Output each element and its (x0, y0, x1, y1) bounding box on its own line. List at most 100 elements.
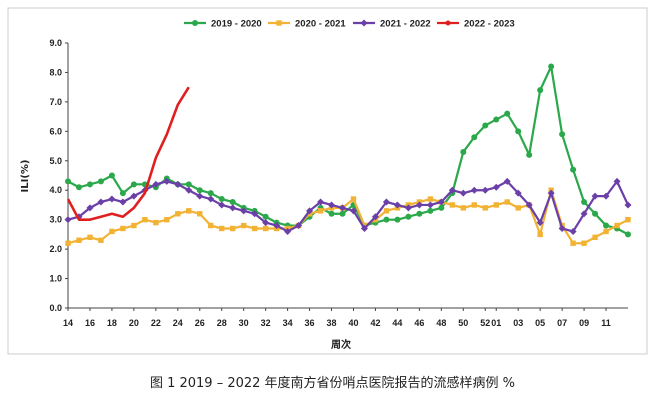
y-tick-label: 8.0 (49, 67, 62, 77)
data-point (350, 196, 357, 202)
data-point (175, 211, 181, 217)
data-point (504, 110, 511, 117)
data-point (591, 192, 599, 200)
data-point (207, 190, 214, 197)
data-point (581, 199, 588, 205)
data-point (98, 237, 104, 243)
x-tick-label: 22 (151, 318, 161, 328)
data-point (197, 211, 203, 217)
data-point (427, 196, 434, 202)
series-layer (64, 63, 632, 246)
series-4 (66, 86, 190, 221)
data-point (404, 204, 412, 212)
x-tick-label: 18 (107, 318, 117, 328)
x-tick-label: 24 (173, 318, 183, 328)
legend-swatch-marker (276, 20, 282, 26)
legend-label: 2022 - 2023 (464, 19, 515, 30)
x-tick-label: 42 (370, 318, 380, 328)
x-tick-label: 30 (239, 318, 249, 328)
data-point (415, 201, 423, 209)
data-point (119, 198, 127, 206)
data-point (75, 184, 82, 191)
data-point (349, 207, 357, 215)
y-tick-label: 3.0 (49, 215, 62, 225)
y-tick-label: 6.0 (49, 126, 62, 136)
axes: 0.0 1.0 2.0 3.0 4.0 5.0 6.0 7.0 8.0 9.0 14 16 18 20 22… (49, 38, 628, 328)
legend-entry: 2019 - 2020 (184, 19, 262, 30)
data-point (163, 177, 171, 185)
series-3 (64, 177, 632, 235)
data-point (230, 225, 236, 232)
data-point (471, 134, 478, 141)
data-point (65, 240, 71, 246)
data-point (537, 231, 543, 238)
x-tick-label: 26 (195, 318, 205, 328)
x-tick-label: 20 (129, 318, 139, 328)
data-point (262, 225, 269, 232)
data-point (371, 213, 379, 221)
legend-entry: 2022 - 2023 (437, 19, 515, 30)
data-point (131, 222, 137, 229)
data-point (383, 216, 390, 223)
data-point (613, 177, 621, 185)
data-point (119, 190, 126, 197)
data-point (317, 198, 325, 206)
data-point (603, 222, 610, 229)
y-tick-label: 1.0 (49, 274, 62, 284)
x-tick-label: 36 (305, 318, 315, 328)
data-point (459, 189, 467, 197)
data-point (218, 201, 226, 209)
data-point (208, 222, 214, 229)
x-tick-label: 09 (579, 318, 589, 328)
data-point (108, 195, 116, 203)
data-point (153, 219, 159, 226)
x-tick-label: 16 (85, 318, 95, 328)
data-point (97, 178, 104, 185)
x-tick-label: 38 (327, 318, 337, 328)
data-point (603, 228, 609, 235)
data-point (142, 216, 148, 223)
x-tick-label: 07 (557, 318, 567, 328)
data-point (339, 210, 346, 217)
data-point (262, 219, 270, 227)
data-point (196, 187, 203, 194)
data-point (251, 210, 259, 218)
data-point (569, 227, 577, 235)
x-axis-label: 周次 (331, 338, 351, 351)
data-point (592, 234, 598, 241)
data-point (317, 208, 324, 214)
data-point (581, 240, 587, 246)
legend-entry: 2020 - 2021 (268, 19, 346, 30)
y-tick-label: 4.0 (49, 185, 62, 195)
data-point (262, 213, 269, 220)
data-point (503, 177, 511, 185)
data-point (526, 151, 533, 158)
data-point (109, 228, 115, 235)
y-tick-label: 7.0 (49, 97, 62, 107)
data-point (219, 225, 225, 232)
figure-caption: 图 1 2019 – 2022 年度南方省份哨点医院报告的流感样病例 % (149, 376, 516, 391)
x-tick-label: 48 (436, 318, 446, 328)
y-axis-label: ILI(%) (20, 160, 31, 193)
data-point (65, 178, 71, 185)
data-point (558, 225, 566, 232)
data-point (515, 128, 522, 135)
x-tick-label: 14 (63, 318, 73, 328)
data-point (559, 131, 566, 138)
data-point (405, 213, 412, 220)
data-point (460, 205, 466, 211)
data-point (448, 186, 456, 194)
y-tick-label: 2.0 (49, 244, 62, 254)
data-point (185, 181, 192, 188)
data-point (164, 216, 170, 223)
x-tick-label: 11 (601, 318, 611, 328)
x-tick-label: 05 (535, 318, 545, 328)
data-point (394, 216, 401, 223)
data-point (251, 225, 258, 232)
data-point (514, 189, 522, 197)
legend-entry: 2021 - 2022 (353, 19, 431, 30)
x-tick-label: 46 (414, 318, 424, 328)
x-tick-label: 34 (283, 318, 293, 328)
data-point (240, 222, 247, 229)
